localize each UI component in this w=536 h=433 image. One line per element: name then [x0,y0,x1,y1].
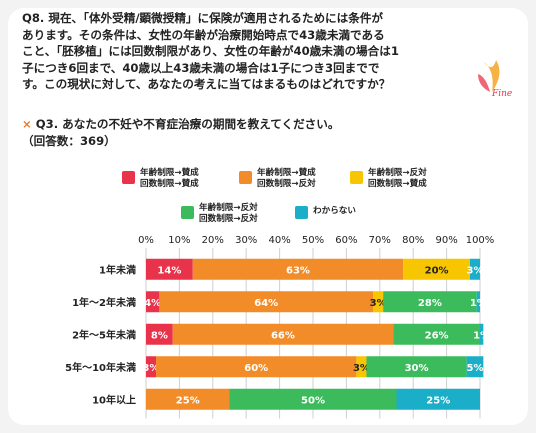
legend-line: 回数制限→反対 [199,214,258,224]
cross-icon: × [22,117,32,131]
bar-segment [146,291,160,313]
chart-card [8,8,528,425]
data-label: 25% [426,395,450,406]
data-label: 50% [301,395,325,406]
bar-segment [192,258,404,280]
x-tick-label: 60% [335,235,357,246]
bar-segment [469,258,480,280]
bar-segment [229,388,397,410]
bar-segment [146,323,173,345]
bar-segment [480,323,484,345]
legend-swatch [239,171,252,184]
question-line: こと、「胚移植」には回数制限があり、女性の年齢が40歳未満の場合は1 [22,44,399,58]
question-text: Q8. 現在、「体外受精/顕微授精」に保険が適用されるためには条件が あります。… [22,10,452,93]
x-tick-label: 30% [235,235,257,246]
legend-line: 回数制限→反対 [257,179,316,189]
x-tick-label: 50% [302,235,324,246]
bar-segment [156,356,357,378]
bar-segment [466,356,484,378]
legend-label: わからない [313,206,356,217]
category-label: 10年以上 [92,393,136,406]
category-label: 1年〜2年未満 [72,296,136,309]
x-tick-label: 20% [202,235,224,246]
data-label: 3% [466,265,483,276]
legend-line: 年齢制限→賛成 [140,168,199,178]
x-tick-label: 100% [466,235,495,246]
data-label: 64% [254,298,278,309]
legend-line: 年齢制限→反対 [199,203,258,213]
cross-question: × Q3. あなたの不妊や不育症治療の期間を教えてください。 （回答数：369） [22,116,339,149]
legend-label: 年齢制限→反対 回数制限→賛成 [368,168,427,190]
data-label: 1% [470,298,487,309]
legend-label: 年齢制限→賛成 回数制限→賛成 [140,168,199,190]
data-label: 25% [176,395,200,406]
bar-segment [396,388,480,410]
response-count: （回答数：369） [22,133,116,148]
bar-segment [383,291,477,313]
data-label: 3% [353,363,370,374]
x-tick-label: 70% [369,235,391,246]
data-label: 28% [418,298,442,309]
data-label: 26% [425,330,449,341]
data-label: 8% [151,330,168,341]
data-label: 66% [271,330,295,341]
bar-segment [476,291,480,313]
cross-question-text: Q3. あなたの不妊や不育症治療の期間を教えてください。 [35,117,340,131]
legend-line: わからない [313,206,356,216]
bar-segment [356,356,367,378]
legend-line: 回数制限→賛成 [368,179,427,189]
question-line: Q8. 現在、「体外受精/顕微授精」に保険が適用されるためには条件が [22,11,384,25]
bar-segment [146,356,157,378]
bar-segment [373,291,384,313]
question-line: す。この現状に対して、あなたの考えに当てはまるものはどれですか？ [22,77,391,91]
x-tick-label: 40% [268,235,290,246]
bar-segment [366,356,467,378]
legend-swatch [295,206,308,219]
x-tick-label: 10% [168,235,190,246]
bar-segment [393,323,480,345]
bar-segment [146,388,230,410]
x-tick-label: 80% [402,235,424,246]
legend-swatch [181,206,194,219]
data-label: 63% [286,265,310,276]
data-label: 5% [466,363,483,374]
bar-segment [172,323,394,345]
x-tick-label: 0% [138,235,154,246]
bar-segment [403,258,470,280]
category-label: 2年〜5年未満 [72,328,136,341]
bar-segment [159,291,374,313]
data-label: 3% [370,298,387,309]
fine-logo: Fine [478,60,512,98]
legend-line: 年齢制限→反対 [368,168,427,178]
data-label: 20% [425,265,449,276]
data-label: 14% [157,265,181,276]
question-line: 子につき6回まで、40歳以上43歳未満の場合は1子につき3回までで [22,60,380,75]
data-label: 1% [473,330,490,341]
data-label: 30% [405,363,429,374]
legend-label: 年齢制限→賛成 回数制限→反対 [257,168,316,190]
data-label: 4% [144,298,161,309]
question-line: あります。その条件は、女性の年齢が治療開始時点で43歳未満である [22,27,385,42]
legend-line: 回数制限→賛成 [140,179,199,189]
data-label: 60% [244,363,268,374]
x-tick-label: 90% [435,235,457,246]
category-label: 5年〜10年未満 [65,361,136,374]
legend-label: 年齢制限→反対 回数制限→反対 [199,203,258,225]
legend-swatch [350,171,363,184]
category-label: 1年未満 [99,263,136,276]
logo-text: Fine [491,89,512,98]
legend-swatch [122,171,135,184]
legend-line: 年齢制限→賛成 [257,168,316,178]
data-label: 3% [143,363,160,374]
bar-segment [146,258,193,280]
